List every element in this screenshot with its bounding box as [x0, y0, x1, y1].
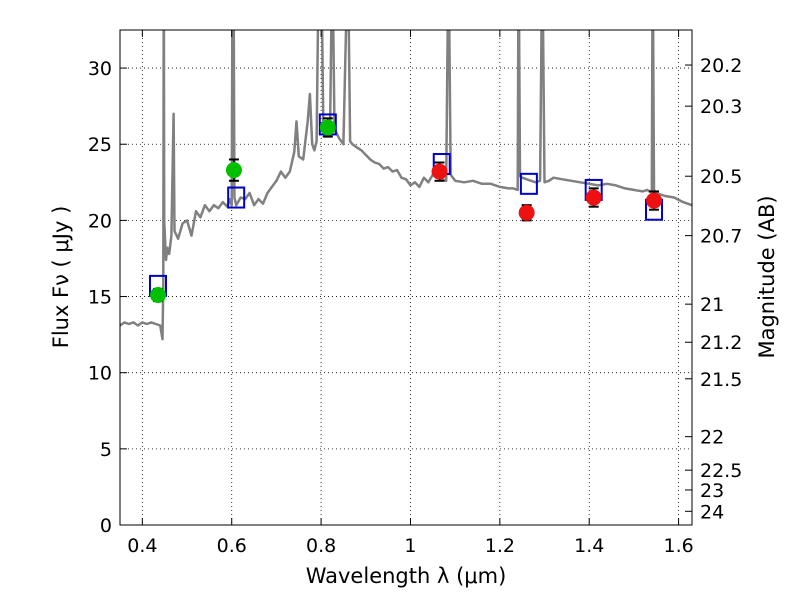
y-tick-label: 25	[88, 134, 112, 156]
x-tick-label: 0.8	[306, 535, 336, 557]
model-photometry-square	[519, 172, 538, 195]
y2-tick-label: 22	[700, 427, 724, 449]
observed-flux-point	[646, 192, 663, 209]
x-tick-label: 0.4	[127, 535, 157, 557]
y-tick-label: 15	[88, 287, 112, 309]
observed-flux-point	[149, 287, 166, 304]
plot-frame	[119, 29, 693, 526]
y2-tick-label: 21.2	[700, 332, 742, 354]
y2-tick-label: 20.5	[700, 166, 742, 188]
y-tick-label: 30	[88, 58, 112, 80]
y2-tick-label: 21	[700, 294, 724, 316]
observed-flux-point	[585, 189, 602, 206]
y2-tick-label: 20.7	[700, 226, 742, 248]
observed-flux-point	[319, 119, 336, 136]
y2-tick-label: 20.3	[700, 96, 742, 118]
x-tick-label: 1.2	[485, 535, 515, 557]
axis-ticks: 0.4 0.6 0.8 1 1.2 1.4 1.6 0 5 10 15 20 25 30 20.2 20.3 2…	[88, 30, 742, 557]
x-tick-label: 0.6	[217, 535, 247, 557]
y-tick-label: 0	[100, 515, 112, 537]
y2-tick-label: 23	[700, 480, 724, 502]
y2-tick-label: 24	[700, 501, 724, 523]
y2-tick-label: 21.5	[700, 369, 742, 391]
plot-background	[120, 30, 692, 525]
observed-flux-point	[518, 204, 535, 221]
grid	[120, 30, 692, 525]
observed-flux-point	[225, 162, 242, 179]
y-tick-label: 20	[88, 210, 112, 232]
spectrum-line	[120, 30, 692, 341]
x-axis-title: Wavelength λ (μm)	[306, 564, 507, 588]
model-photometry-square	[227, 186, 246, 209]
y-axis-title: Flux Fν ( μJy )	[49, 206, 73, 349]
y-tick-label: 10	[88, 363, 112, 385]
y-tick-label: 5	[100, 439, 112, 461]
y2-axis-title: Magnitude (AB)	[755, 195, 779, 358]
observed-flux-point	[431, 163, 448, 180]
x-tick-label: 1	[404, 535, 416, 557]
y2-tick-label: 20.2	[700, 55, 742, 77]
x-tick-label: 1.6	[663, 535, 693, 557]
x-tick-label: 1.4	[574, 535, 604, 557]
y2-tick-label: 22.5	[700, 460, 742, 482]
plot-area	[120, 30, 692, 341]
